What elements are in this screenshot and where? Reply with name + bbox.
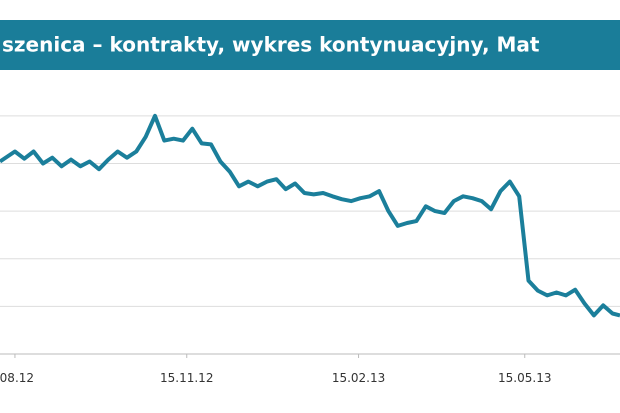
x-tick-label: .08.12 <box>0 371 34 385</box>
x-tick-label: 15.05.13 <box>498 371 551 385</box>
line-series <box>0 113 620 318</box>
x-tick-label: 15.02.13 <box>332 371 385 385</box>
chart-title: szenica – kontrakty, wykres kontynuacyjn… <box>2 33 540 57</box>
x-tick-label: 15.11.12 <box>160 371 213 385</box>
title-bar <box>0 20 620 70</box>
